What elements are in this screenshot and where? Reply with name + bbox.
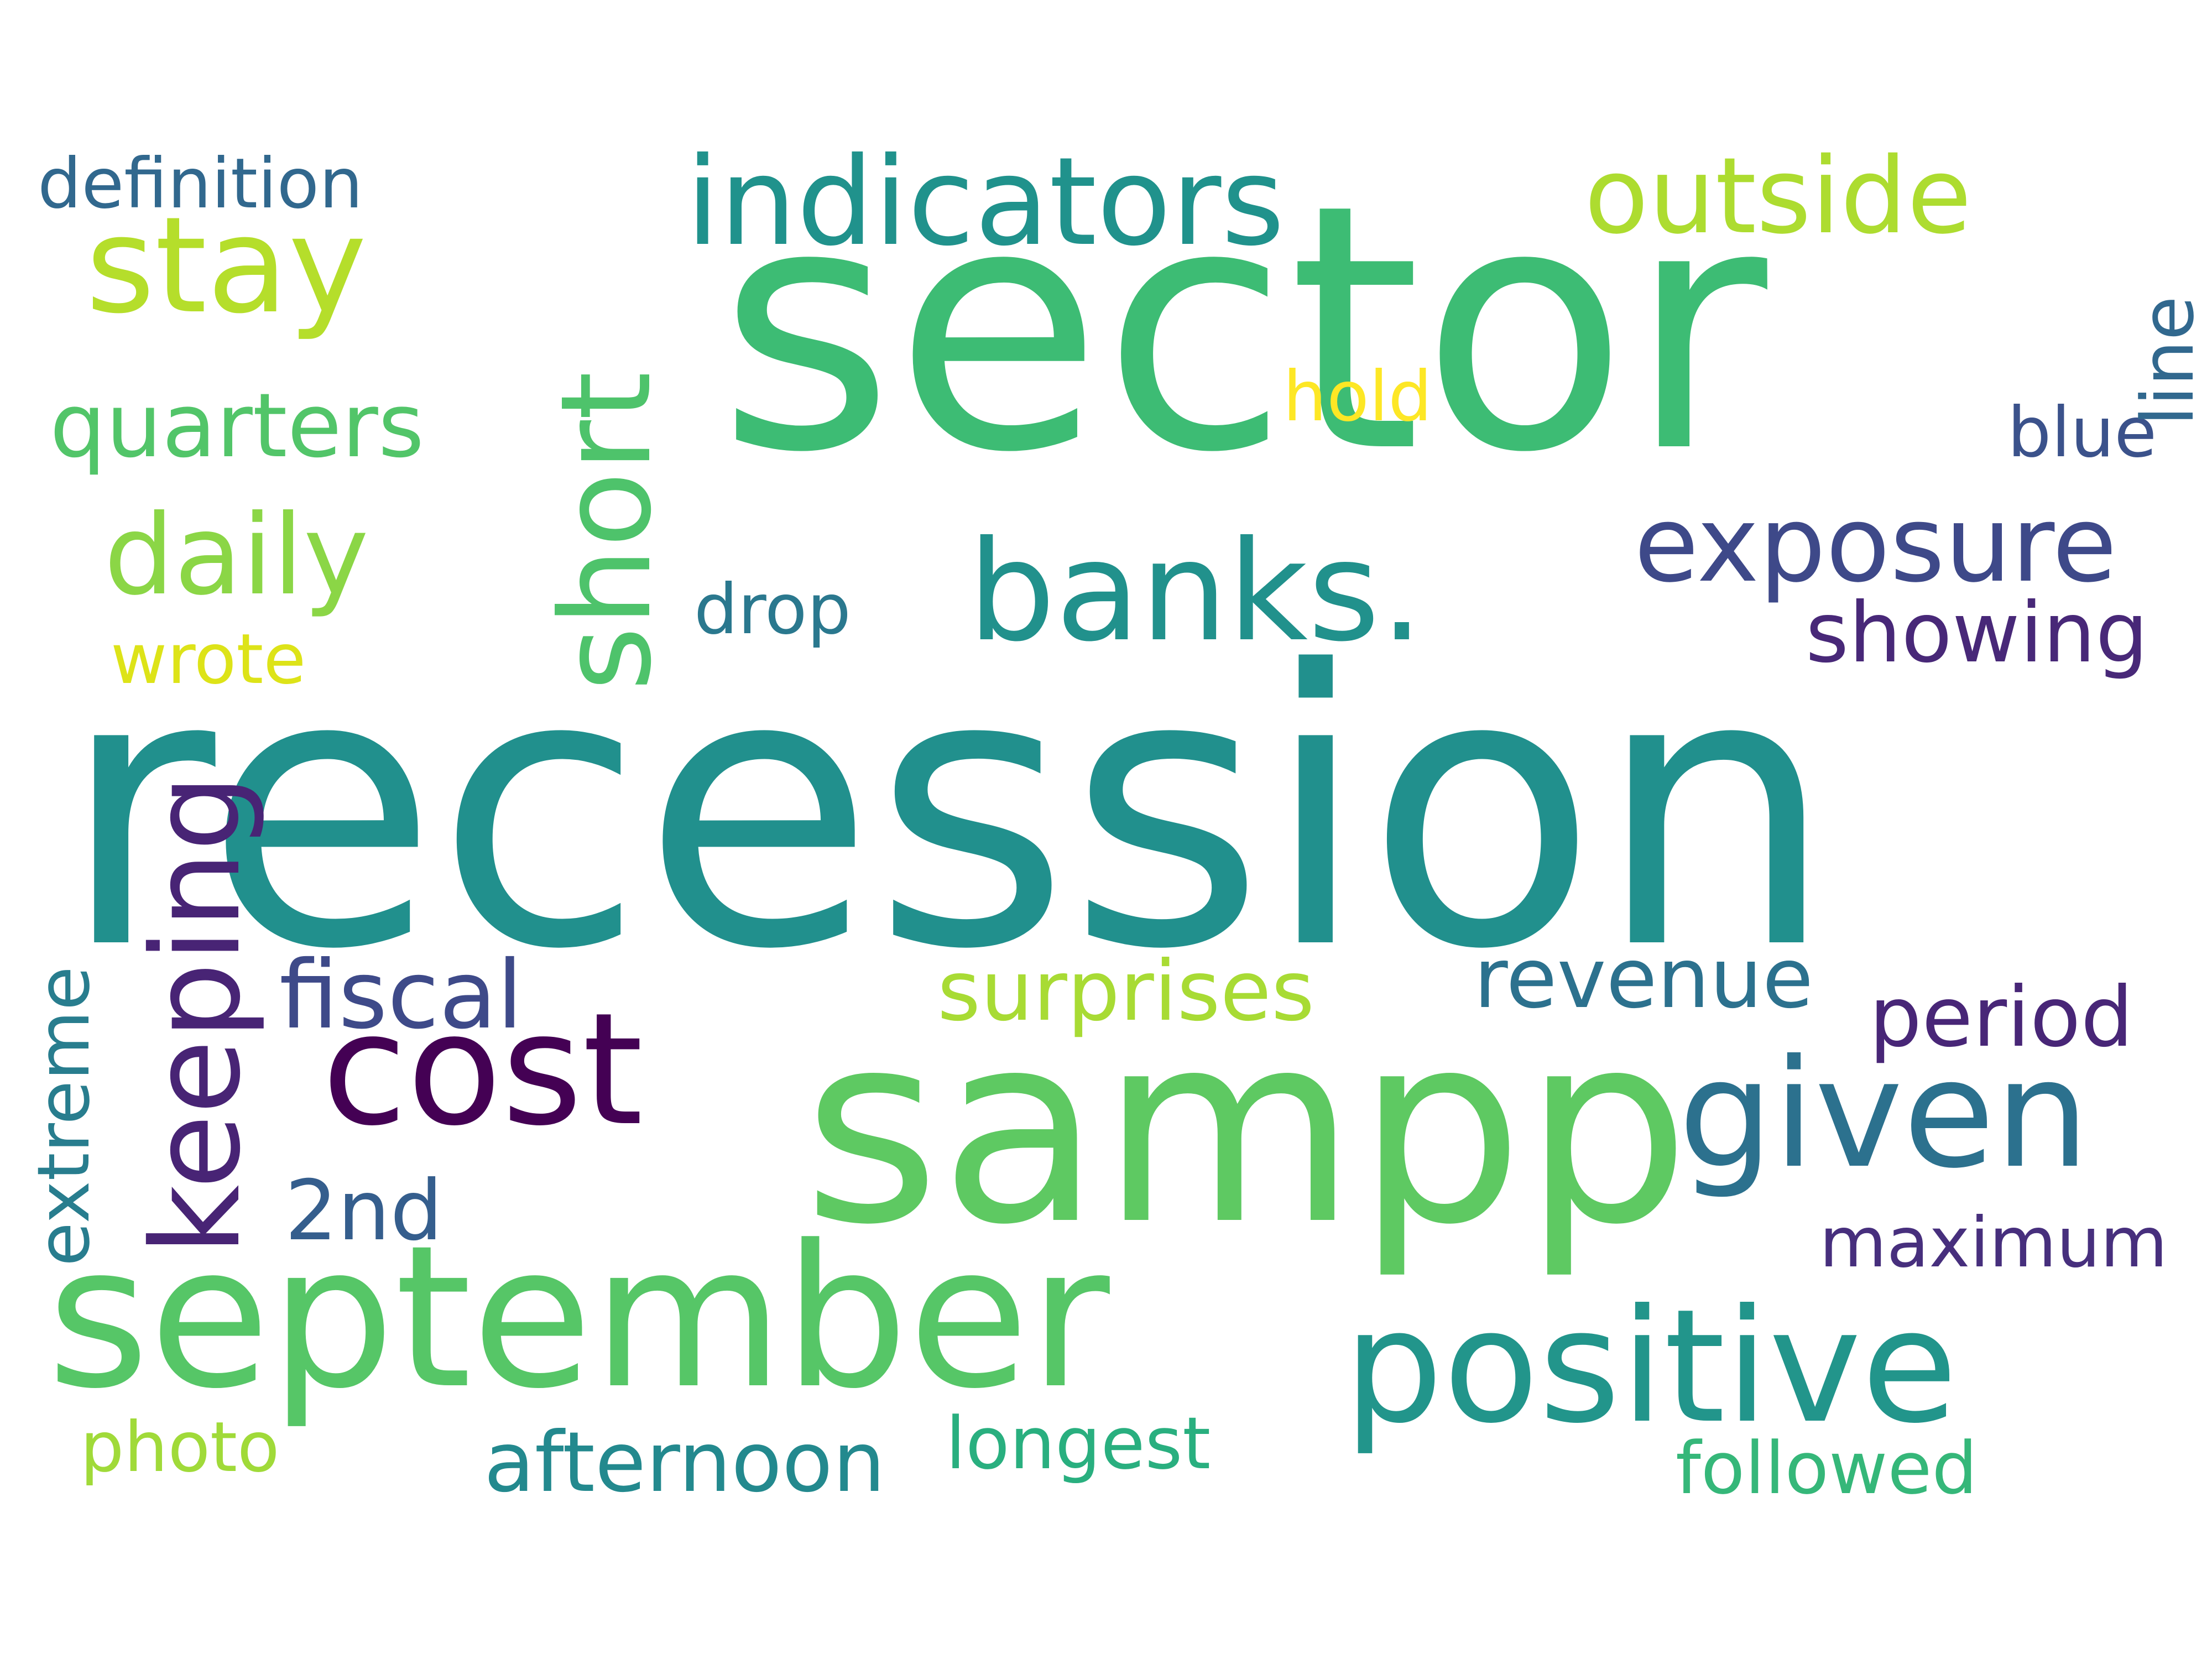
word-surprises: surprises (937, 943, 1315, 1040)
word-daily: daily (104, 491, 369, 620)
word-longest: longest (946, 1401, 1211, 1485)
word-showing: showing (1806, 585, 2148, 681)
word-line: line (2126, 296, 2210, 426)
word-2nd: 2nd (285, 1163, 443, 1259)
word-wrote: wrote (111, 619, 306, 700)
word-blue: blue (2007, 393, 2157, 473)
word-quarters: quarters (50, 374, 425, 477)
word-short: short (534, 371, 679, 691)
word-revenue: revenue (1474, 931, 1814, 1027)
word-extreme: extreme (22, 966, 106, 1266)
word-indicators: indicators (686, 131, 1285, 273)
word-cost: cost (322, 980, 643, 1160)
word-photo: photo (80, 1407, 280, 1488)
word-september: september (47, 1203, 1110, 1432)
word-recession: recession (60, 591, 1835, 1032)
word-period: period (1869, 969, 2133, 1066)
word-hold: hold (1283, 357, 1432, 437)
word-given: given (1678, 1027, 2090, 1201)
word-maximum: maximum (1819, 1203, 2168, 1283)
word-followed: followed (1676, 1426, 1978, 1510)
word-drop: drop (694, 570, 851, 650)
word-sampp: sampp (803, 977, 1691, 1282)
word-positive: positive (1344, 1275, 1958, 1458)
word-exposure: exposure (1634, 483, 2117, 606)
word-banks: banks. (968, 511, 1424, 672)
word-fiscal: fiscal (279, 941, 523, 1050)
word-outside: outside (1584, 135, 1972, 257)
word-definition: definition (38, 144, 363, 224)
word-afternoon: afternoon (484, 1415, 885, 1511)
word-sector: sector (718, 133, 1767, 526)
word-stay: stay (86, 188, 367, 343)
word-keeping: keeping (126, 774, 267, 1255)
